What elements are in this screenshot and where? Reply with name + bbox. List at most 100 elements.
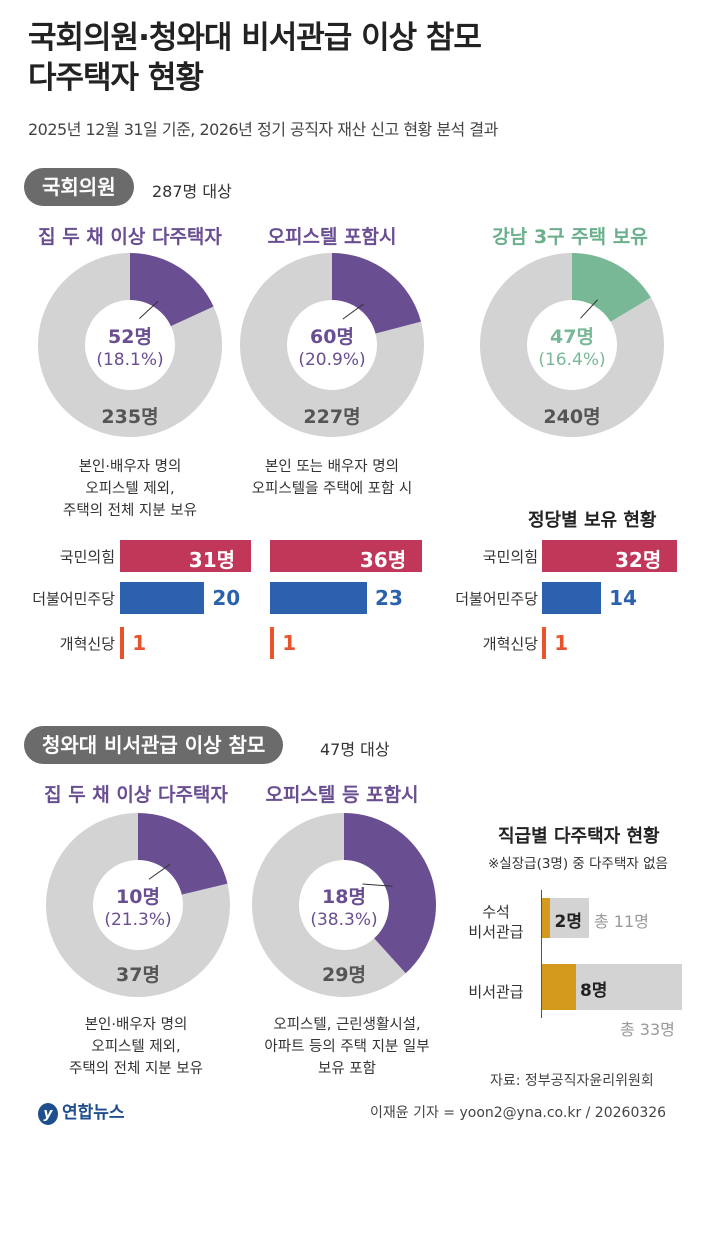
secretary-pill: 청와대 비서관급 이상 참모: [24, 726, 284, 764]
grade-label-secretary: 비서관급: [468, 983, 524, 1001]
party-bar-value: 1: [282, 631, 297, 655]
grade-label-senior: 수석 비서관급: [456, 902, 536, 942]
party-bar: [270, 582, 368, 614]
donut-leader-line: [342, 303, 365, 320]
subtitle: 2025년 12월 31일 기준, 2026년 정기 공직자 재산 신고 현황 …: [28, 120, 498, 139]
note-line: 오피스텔, 근린생활시설,: [273, 1017, 421, 1033]
grade-label-line: 비서관급: [468, 923, 524, 941]
donut-main-pct: (38.3%): [310, 910, 377, 930]
yonhap-logo-icon: y: [38, 1103, 58, 1125]
donut-main-value: 47명: [550, 326, 594, 348]
note-line: 보유 포함: [318, 1061, 376, 1077]
party-label: 더불어민주당: [455, 590, 538, 608]
party-label: 국민의힘: [482, 548, 538, 566]
donut-main-pct: (21.3%): [104, 910, 171, 930]
assembly-gangnam-title: 강남 3구 주택 보유: [492, 226, 648, 248]
donut-leader-line: [148, 863, 171, 880]
donut-rest-value: 240명: [543, 406, 600, 428]
party-bar: [542, 627, 547, 659]
party-bar-value: 20: [212, 586, 241, 610]
secretary-multi-donut: 10명(21.3%) 37명: [45, 813, 230, 997]
note-line: 오피스텔을 주택에 포함 시: [251, 481, 413, 497]
party-bar-value: 14: [609, 586, 637, 610]
party-bar-value: 36명: [359, 548, 407, 572]
party-bar-value: 1: [554, 631, 569, 655]
party-bar-value: 1: [132, 631, 147, 655]
donut-main-value: 18명: [322, 886, 366, 908]
donut-main-value: 52명: [108, 326, 152, 348]
donut-slice-rest: [38, 253, 223, 437]
donut-rest-value: 37명: [116, 964, 160, 986]
donut-main-pct: (16.4%): [538, 350, 605, 370]
party-label: 개혁신당: [59, 635, 115, 653]
grade-label-line: 수석: [482, 903, 510, 921]
yonhap-logo: y 연합뉴스: [38, 1098, 125, 1125]
donut-slice-rest: [480, 253, 664, 437]
party-bar: [542, 540, 677, 572]
donut-main-value: 10명: [116, 886, 160, 908]
party-bar-value: 32명: [615, 548, 662, 572]
assembly-officetel-donut: 60명(20.9%) 227명: [239, 253, 424, 437]
donut-leader-line: [362, 883, 393, 887]
secretary-multi-note: 본인·배우자 명의 오피스텔 제외, 주택의 전체 지분 보유: [26, 1014, 246, 1080]
page-title: 국회의원·청와대 비서관급 이상 참모 다주택자 현황: [28, 18, 482, 98]
donut-slice-main: [332, 253, 421, 334]
title-line-2: 다주택자 현황: [28, 60, 204, 96]
party-bar-value: 31명: [188, 548, 236, 572]
donut-rest-value: 235명: [101, 406, 158, 428]
source-text: 자료: 정부공직자윤리위원회: [490, 1073, 654, 1089]
donut-leader-line: [580, 299, 598, 319]
grade-section-title: 직급별 다주택자 현황: [498, 826, 660, 847]
note-line: 주택의 전체 지분 보유: [69, 1061, 203, 1077]
party-bar-value: 23: [375, 586, 403, 610]
secretary-officetel-note: 오피스텔, 근린생활시설, 아파트 등의 주택 지분 일부 보유 포함: [232, 1014, 462, 1080]
party-bar: [270, 540, 422, 572]
party-label: 국민의힘: [59, 548, 115, 566]
donut-slice-main: [572, 253, 651, 322]
party-bar: [542, 582, 602, 614]
party-label: 더불어민주당: [32, 590, 115, 608]
assembly-target: 287명 대상: [152, 182, 232, 201]
assembly-officetel-title: 오피스텔 포함시: [267, 226, 397, 248]
party-label: 개혁신당: [482, 635, 538, 653]
secretary-multi-title: 집 두 채 이상 다주택자: [44, 784, 228, 806]
party-section-title: 정당별 보유 현황: [528, 510, 657, 531]
note-line: 본인·배우자 명의: [78, 459, 182, 475]
grade-note: ※실장급(3명) 중 다주택자 없음: [488, 856, 668, 872]
note-line: 아파트 등의 주택 지분 일부: [264, 1039, 430, 1055]
donut-slice-rest: [239, 253, 424, 437]
note-line: 오피스텔 제외,: [85, 481, 175, 497]
assembly-multi-title: 집 두 채 이상 다주택자: [38, 226, 222, 248]
note-line: 주택의 전체 지분 보유: [63, 503, 197, 519]
party-bar: [120, 582, 205, 614]
secretary-officetel-donut: 18명(38.3%) 29명: [251, 813, 436, 998]
logo-text: 연합뉴스: [62, 1103, 125, 1123]
assembly-pill: 국회의원: [24, 168, 134, 206]
assembly-multi-note: 본인·배우자 명의 오피스텔 제외, 주택의 전체 지분 보유: [20, 456, 240, 522]
donut-main-pct: (18.1%): [96, 350, 163, 370]
note-line: 본인·배우자 명의: [84, 1017, 188, 1033]
donut-slice-main: [138, 813, 228, 895]
assembly-gangnam-donut: 47명(16.4%) 240명: [480, 253, 664, 437]
title-line-1: 국회의원·청와대 비서관급 이상 참모: [28, 20, 482, 56]
donut-slice-rest: [251, 813, 406, 998]
donut-main-pct: (20.9%): [298, 350, 365, 370]
party-bar: [120, 627, 125, 659]
assembly-officetel-note: 본인 또는 배우자 명의 오피스텔을 주택에 포함 시: [222, 456, 442, 500]
donut-slice-main: [130, 253, 214, 327]
donut-slice-rest: [45, 813, 230, 997]
party-bar: [270, 627, 275, 659]
credit-text: 이재윤 기자 = yoon2@yna.co.kr / 20260326: [370, 1105, 667, 1121]
party-bar: [120, 540, 251, 572]
donut-main-value: 60명: [310, 326, 354, 348]
note-line: 본인 또는 배우자 명의: [265, 459, 399, 475]
donut-rest-value: 29명: [322, 964, 366, 986]
donut-rest-value: 227명: [303, 406, 360, 428]
secretary-officetel-title: 오피스텔 등 포함시: [265, 784, 419, 806]
note-line: 오피스텔 제외,: [91, 1039, 181, 1055]
donut-slice-main: [344, 813, 436, 974]
secretary-target: 47명 대상: [320, 740, 390, 759]
donut-leader-line: [139, 300, 159, 319]
